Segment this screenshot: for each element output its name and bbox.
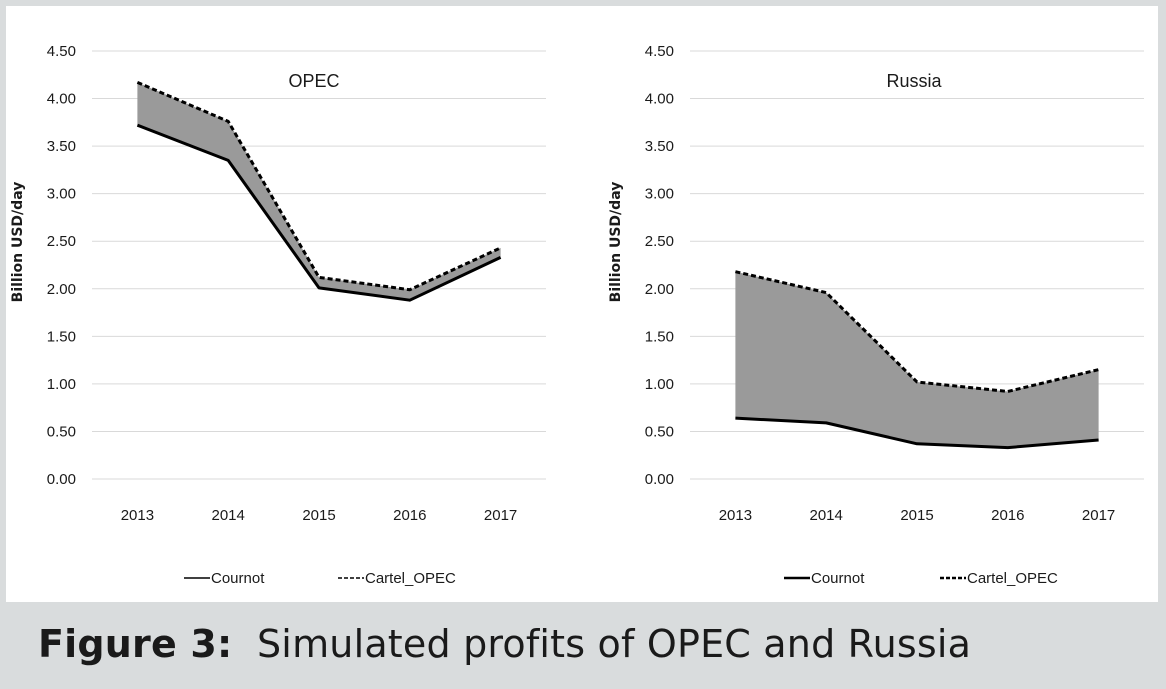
russia-y-axis-title: Billion USD/day <box>608 182 624 303</box>
russia-y-tick-label: 4.00 <box>645 91 674 108</box>
charts-canvas: 0.00 0.50 1.00 1.50 2.00 2.50 3.00 3.50 4.00 4.50… <box>10 43 1144 587</box>
caption-label: Figure 3: <box>38 622 233 666</box>
russia-legend-label: Cartel_OPEC <box>967 570 1058 587</box>
opec-y-tick-label: 1.00 <box>47 376 76 393</box>
opec-legend-label: Cartel_OPEC <box>365 570 456 587</box>
russia-shaded-gap <box>735 271 1099 448</box>
russia-y-tick-label: 2.50 <box>645 233 674 250</box>
opec-shaded-gap <box>137 82 501 301</box>
opec-y-axis-title: Billion USD/day <box>10 182 26 303</box>
russia-y-tick-label: 0.00 <box>645 471 674 488</box>
opec-x-tick-label: 2013 <box>121 507 154 524</box>
opec-x-tick-label: 2015 <box>302 507 335 524</box>
russia-chart-title: Russia <box>886 71 942 91</box>
opec-series-cournot <box>136 123 502 302</box>
opec-series-cartel-opec <box>136 81 502 292</box>
russia-y-tick-label: 1.50 <box>645 328 674 345</box>
opec-x-tick-label: 2014 <box>212 507 245 524</box>
opec-x-tick-label: 2016 <box>393 507 426 524</box>
opec-y-tick-label: 0.00 <box>47 471 76 488</box>
figure-caption: Figure 3: Simulated profits of OPEC and … <box>38 622 971 666</box>
russia-y-tick-label: 3.00 <box>645 186 674 203</box>
russia-chart: 0.00 0.50 1.00 1.50 2.00 2.50 3.00 3.50 4.00 4.50… <box>608 43 1144 587</box>
opec-chart: 0.00 0.50 1.00 1.50 2.00 2.50 3.00 3.50 4.00 4.50… <box>10 43 546 587</box>
russia-y-tick-label: 4.50 <box>645 43 674 60</box>
plot-panel: 0.00 0.50 1.00 1.50 2.00 2.50 3.00 3.50 4.00 4.50… <box>6 6 1158 602</box>
opec-chart-title: OPEC <box>288 71 339 91</box>
opec-y-tick-label: 2.00 <box>47 281 76 298</box>
russia-y-tick-label: 0.50 <box>645 423 674 440</box>
opec-y-tick-label: 2.50 <box>47 233 76 250</box>
russia-x-tick-label: 2015 <box>900 507 933 524</box>
opec-y-tick-label: 4.50 <box>47 43 76 60</box>
russia-y-tick-label: 1.00 <box>645 376 674 393</box>
opec-y-tick-label: 4.00 <box>47 91 76 108</box>
russia-y-tick-label: 2.00 <box>645 281 674 298</box>
russia-series-cartel-opec <box>735 270 1099 393</box>
opec-y-tick-label: 0.50 <box>47 423 76 440</box>
opec-y-tick-label: 1.50 <box>47 328 76 345</box>
opec-y-tick-label: 3.50 <box>47 138 76 155</box>
russia-x-tick-label: 2013 <box>719 507 752 524</box>
russia-legend-label: Cournot <box>811 570 865 587</box>
caption-text: Simulated profits of OPEC and Russia <box>256 622 972 666</box>
opec-x-tick-label: 2017 <box>484 507 517 524</box>
russia-x-tick-label: 2014 <box>810 507 843 524</box>
russia-y-tick-label: 3.50 <box>645 138 674 155</box>
russia-series-cournot <box>735 416 1099 450</box>
opec-y-tick-label: 3.00 <box>47 186 76 203</box>
opec-legend-label: Cournot <box>211 570 265 587</box>
russia-x-tick-label: 2016 <box>991 507 1024 524</box>
russia-x-tick-label: 2017 <box>1082 507 1115 524</box>
